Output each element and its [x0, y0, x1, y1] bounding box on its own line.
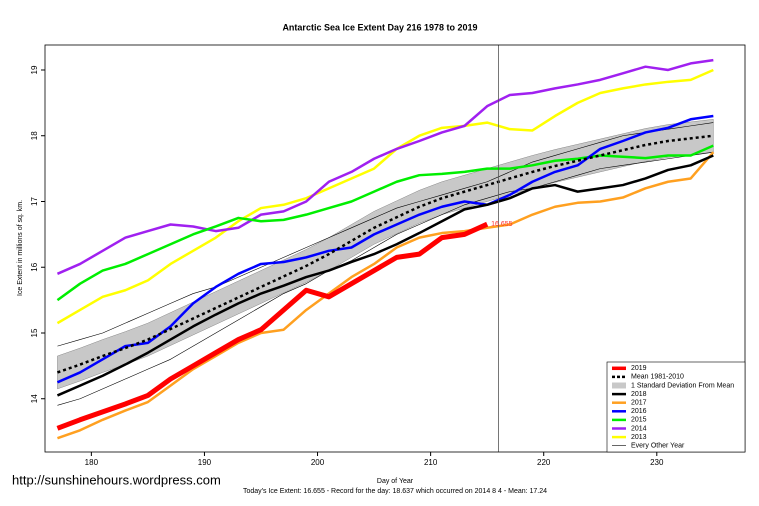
legend-label: 1 Standard Deviation From Mean [631, 382, 734, 389]
watermark: http://sunshinehours.wordpress.com [12, 472, 221, 487]
x-tick-label: 210 [424, 458, 438, 467]
x-tick-label: 200 [311, 458, 325, 467]
series-line [57, 134, 714, 374]
std-band [57, 119, 714, 390]
legend-label: 2016 [631, 408, 647, 415]
series-line [56, 68, 714, 325]
legend-box [606, 361, 746, 453]
y-tick-label: 15 [30, 328, 39, 337]
series-line [56, 114, 714, 384]
series-line [56, 58, 714, 275]
x-tick-label: 190 [198, 458, 212, 467]
x-tick-label: 230 [650, 458, 664, 467]
x-axis-label: Day of Year [377, 478, 414, 485]
y-axis-label: Ice Extent in millions of sq. km. [17, 200, 24, 296]
other-year-line [57, 122, 714, 347]
y-tick-label: 18 [30, 131, 39, 140]
legend-swatch [612, 382, 626, 389]
series-line [56, 154, 714, 397]
series-line [57, 151, 715, 440]
footer: Today's Ice Extent: 16.655 - Record for … [243, 488, 547, 495]
series-line [56, 221, 489, 431]
plot-frame [44, 44, 746, 453]
legend-label: 2018 [631, 391, 647, 398]
y-tick-label: 19 [30, 65, 39, 74]
legend-label: 2019 [631, 365, 647, 372]
legend-label: 2014 [631, 425, 647, 432]
chart-title: Antarctic Sea Ice Extent Day 216 1978 to… [282, 22, 477, 32]
x-tick-label: 180 [85, 458, 99, 467]
legend-label: Mean 1981-2010 [631, 374, 684, 381]
other-year-line [57, 151, 714, 406]
y-tick-label: 16 [30, 262, 39, 271]
legend-label: Every Other Year [631, 443, 685, 450]
x-tick-label: 220 [537, 458, 551, 467]
legend-label: 2017 [631, 400, 647, 407]
annotation: 16.655 [491, 221, 513, 228]
legend-label: 2015 [631, 417, 647, 424]
y-tick-label: 14 [30, 394, 39, 403]
y-tick-label: 17 [30, 196, 39, 205]
legend-label: 2013 [631, 434, 647, 441]
